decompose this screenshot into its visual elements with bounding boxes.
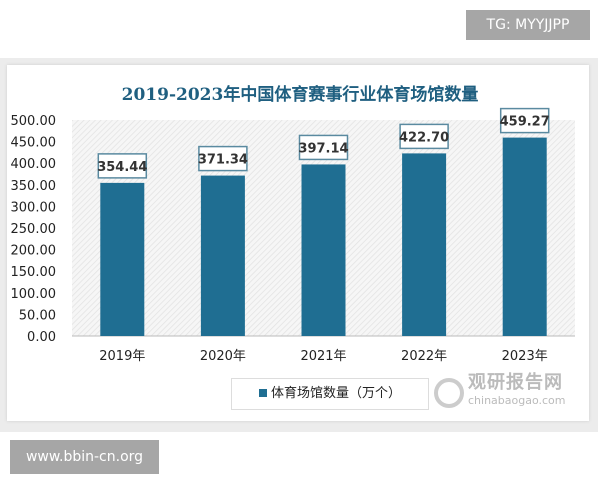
tg-badge: TG: MYYJJPP xyxy=(466,10,590,40)
legend-label: 体育场馆数量（万个） xyxy=(270,386,401,401)
y-tick-label: 200.00 xyxy=(11,244,57,259)
data-label-box xyxy=(298,134,349,161)
data-label-box xyxy=(97,153,148,179)
data-label: 397.14 xyxy=(298,141,348,156)
y-tick-label: 300.00 xyxy=(11,200,57,215)
data-label-box xyxy=(499,107,550,134)
data-label-box xyxy=(399,123,449,150)
watermark-logo-icon xyxy=(434,378,464,408)
data-label: 459.27 xyxy=(500,115,550,130)
bar xyxy=(100,182,145,336)
y-tick-label: 0.00 xyxy=(27,330,56,345)
x-tick-label: 2020年 xyxy=(200,349,246,364)
chart-title: 2019-2023年中国体育赛事行业体育场馆数量 xyxy=(121,85,479,105)
x-tick-label: 2022年 xyxy=(401,349,447,364)
y-tick-label: 400.00 xyxy=(11,157,57,172)
x-tick-label: 2023年 xyxy=(502,349,548,364)
legend: 体育场馆数量（万个） xyxy=(231,378,429,410)
y-tick-label: 250.00 xyxy=(11,222,57,237)
data-label: 371.34 xyxy=(198,153,248,168)
y-tick-label: 100.00 xyxy=(11,287,57,302)
x-tick-label: 2019年 xyxy=(99,349,145,364)
watermark: 观研报告网 chinabaogao.com xyxy=(434,372,584,416)
watermark-en: chinabaogao.com xyxy=(468,394,566,407)
y-tick-label: 50.00 xyxy=(19,308,56,323)
watermark-cn: 观研报告网 xyxy=(468,372,563,393)
data-label: 354.44 xyxy=(97,160,147,175)
x-tick-label: 2021年 xyxy=(300,349,346,364)
legend-swatch xyxy=(258,389,267,397)
y-tick-label: 450.00 xyxy=(11,136,57,151)
y-tick-label: 500.00 xyxy=(11,114,57,129)
y-tick-label: 350.00 xyxy=(11,179,57,194)
site-badge: www.bbin-cn.org xyxy=(10,440,159,474)
bar xyxy=(301,164,346,336)
bar xyxy=(502,137,547,336)
data-label: 422.70 xyxy=(399,130,449,145)
bar xyxy=(402,153,447,336)
y-tick-label: 150.00 xyxy=(11,265,57,280)
data-label-box xyxy=(198,145,248,172)
bar xyxy=(200,175,245,336)
